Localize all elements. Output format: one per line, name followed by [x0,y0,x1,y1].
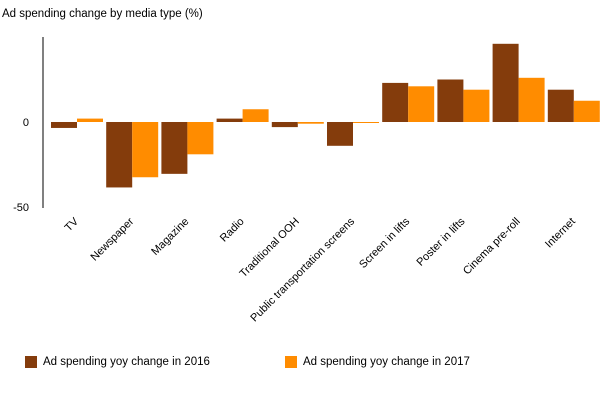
bar-2017 [297,122,324,124]
bar-2016 [161,122,188,174]
bar-2016 [106,122,133,188]
bar-2017 [518,77,545,122]
x-tick-label: Cinema pre-roll [461,216,523,278]
bar-2016 [216,118,243,122]
x-tick-label: Radio [218,216,247,245]
chart-title: Ad spending change by media type (%) [2,8,203,20]
bar-2016 [437,79,464,122]
bar-2017 [408,86,435,122]
y-tick-label: 0 [23,117,29,129]
legend-label-2017: Ad spending yoy change in 2017 [303,356,470,368]
x-tick-label: TV [63,215,82,234]
bar-2017 [573,100,600,122]
bar-2017 [353,122,379,123]
legend-label-2016: Ad spending yoy change in 2016 [43,356,210,368]
x-tick-label: Poster in lifts [415,215,468,268]
legend-swatch-2016 [25,356,37,368]
bar-2017 [463,89,490,122]
bar-2017 [242,109,269,122]
x-tick-label: Newspaper [88,215,136,263]
bars-layer [51,43,600,188]
x-tick-label: Internet [543,216,578,251]
bar-2017 [132,122,159,178]
bar-2017 [77,118,103,122]
bar-2017 [187,122,214,155]
bar-2016 [492,43,519,122]
x-tick-label: Magazine [149,216,191,258]
legend-swatch-2017 [285,356,297,368]
y-tick-label: -50 [13,202,29,214]
legend-item-2016: Ad spending yoy change in 2016 [25,356,210,368]
bar-2016 [271,122,298,128]
x-tick-label: Traditional OOH [238,216,302,280]
bar-2016 [547,89,574,122]
bar-2016 [327,122,353,146]
legend-item-2017: Ad spending yoy change in 2017 [285,356,470,368]
x-tick-label: Screen in lifts [357,215,413,271]
x-tick-label: Public transportation screens [248,215,357,324]
bar-2016 [51,122,77,128]
y-ticks-layer: 0 -50 [13,117,29,214]
bar-2016 [382,82,409,122]
